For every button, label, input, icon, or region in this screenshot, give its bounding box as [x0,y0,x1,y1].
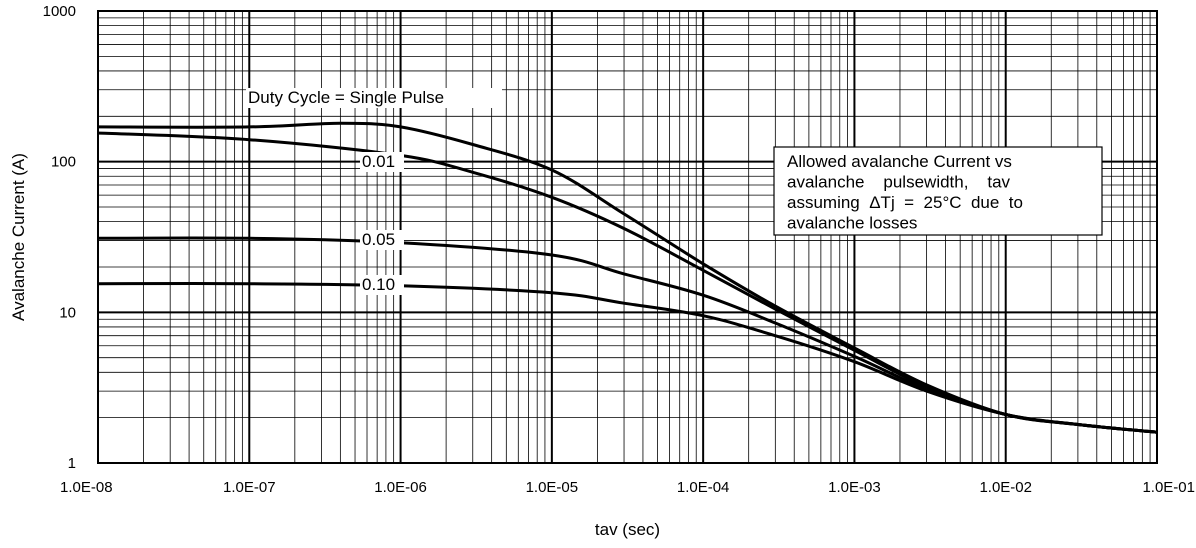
x-tick-label: 1.0E-07 [223,479,276,496]
y-tick-label: 1 [68,455,76,472]
x-tick-label: 1.0E-08 [60,479,113,496]
annotation-box: Allowed avalanche Current vs avalanche pu… [773,146,1103,236]
series-label-0-01: 0.01 [362,152,395,171]
annotation-line: avalanche pulsewidth, tav [787,173,1011,192]
series-label-single-pulse: Duty Cycle = Single Pulse [248,88,444,107]
series-labels: Duty Cycle = Single Pulse 0.01 0.05 0.10 [246,88,502,295]
x-tick-label: 1.0E-04 [677,479,730,496]
x-axis-label: tav (sec) [595,520,660,539]
series-label-0-01-bg [360,152,404,172]
series-label-0-05: 0.05 [362,230,395,249]
annotation-line: avalanche losses [787,214,917,233]
annotation-line: Allowed avalanche Current vs [787,152,1012,171]
series-lines [97,121,1158,434]
x-tick-label: 1.0E-02 [979,479,1032,496]
annotation-line: assuming ΔTj = 25°C due to [787,193,1023,212]
y-tick-labels: 1 10 100 1000 [43,3,76,472]
y-tick-label: 100 [51,154,76,171]
x-tick-label: 1.0E-06 [374,479,427,496]
series-0-10-line [97,282,1158,434]
y-tick-label: 10 [59,304,76,321]
series-label-0-10: 0.10 [362,275,395,294]
series-label-0-05-bg [360,230,404,250]
x-tick-labels: 1.0E-08 1.0E-07 1.0E-06 1.0E-05 1.0E-04 1.0E-… [60,479,1195,496]
series-label-0-10-bg [360,275,404,295]
y-tick-label: 1000 [43,3,76,20]
x-tick-label: 1.0E-03 [828,479,881,496]
x-tick-label: 1.0E-05 [526,479,579,496]
y-axis-label: Avalanche Current (A) [9,153,28,321]
annotation-box-frame [773,146,1103,236]
series-label-single-pulse-bg [246,88,502,108]
x-tick-label: 1.0E-01 [1142,479,1195,496]
